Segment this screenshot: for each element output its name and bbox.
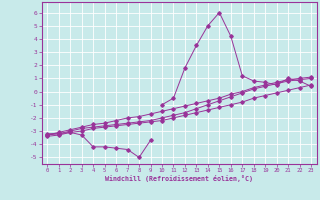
- X-axis label: Windchill (Refroidissement éolien,°C): Windchill (Refroidissement éolien,°C): [105, 175, 253, 182]
